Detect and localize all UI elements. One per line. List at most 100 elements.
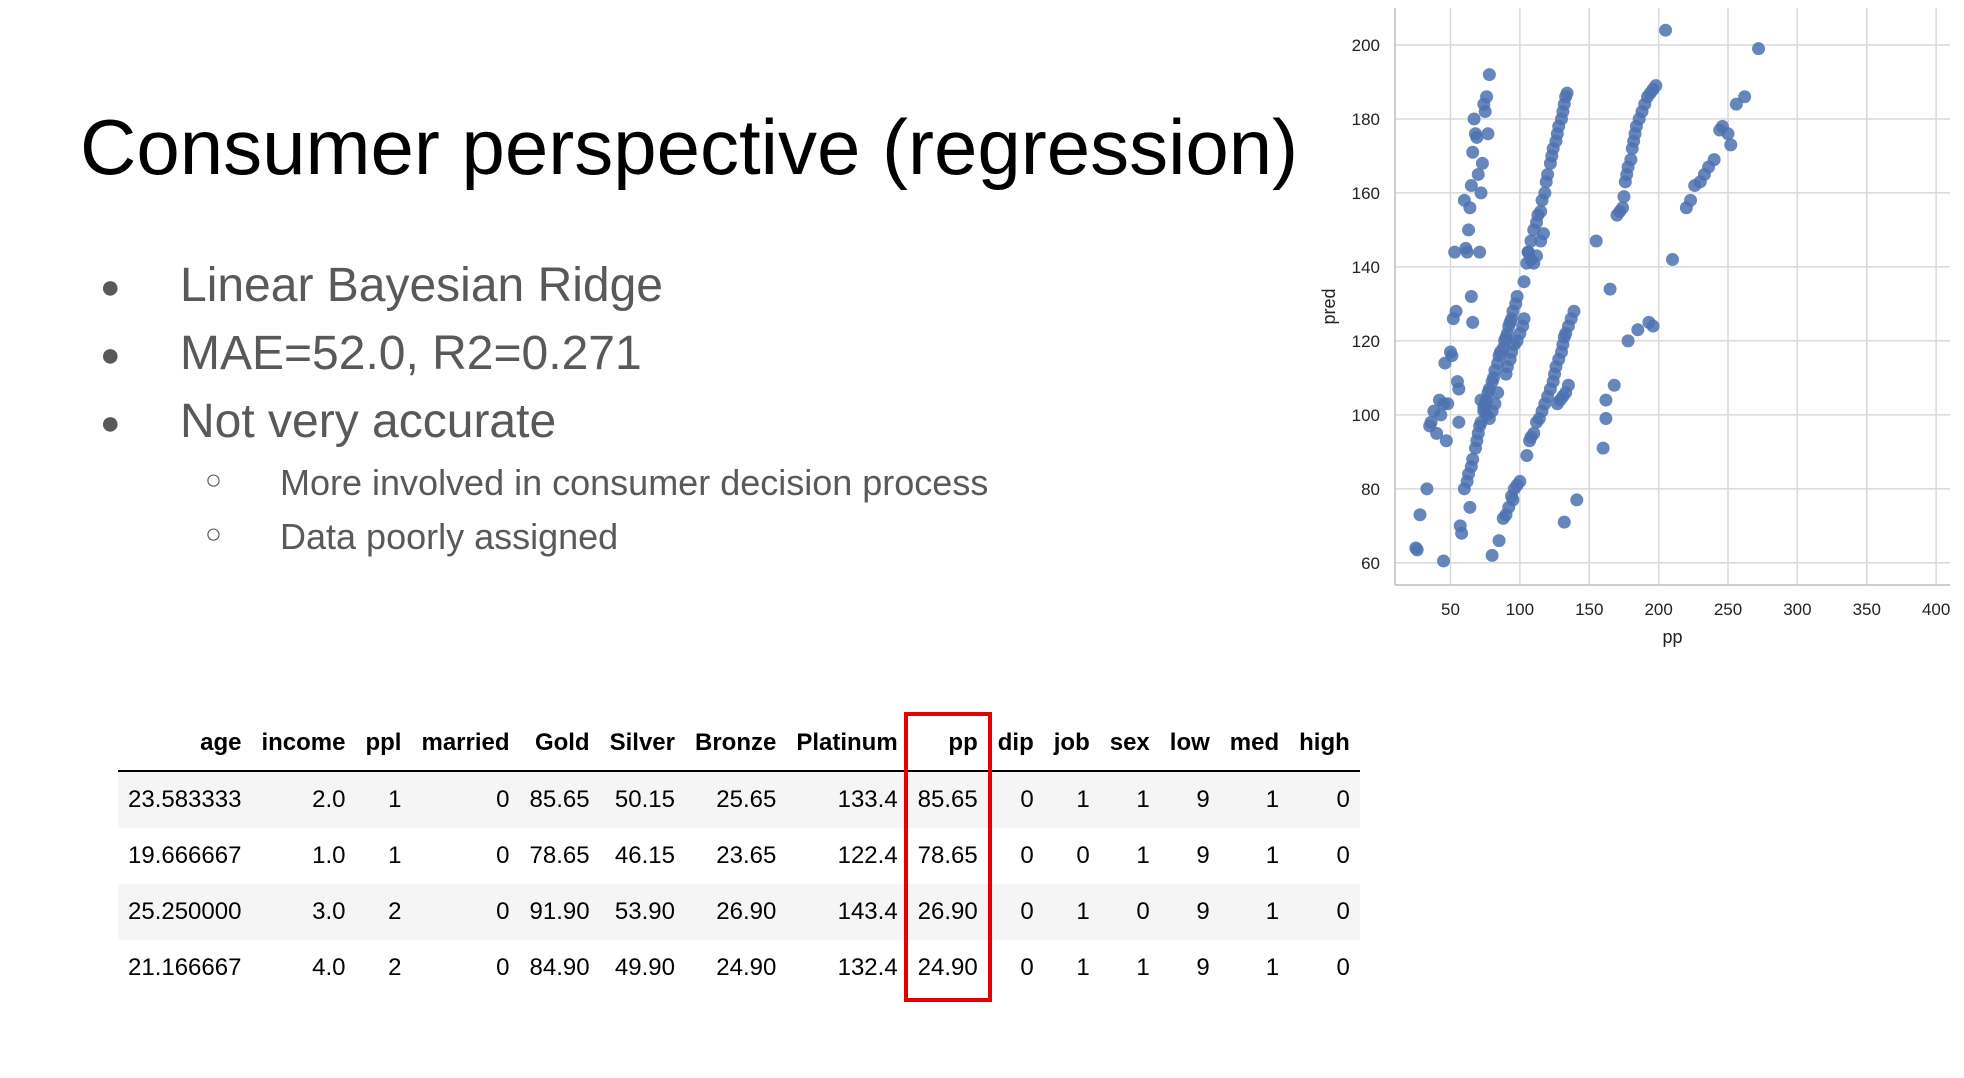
table-cell: 24.90: [917, 954, 978, 981]
data-point: [1473, 245, 1487, 259]
data-point: [1520, 449, 1534, 463]
table-cell: 2: [388, 954, 402, 981]
data-point: [1621, 334, 1635, 348]
table-cell: 0: [496, 954, 510, 981]
table-cell: 0: [1020, 786, 1034, 813]
table-cell: 0: [1136, 898, 1150, 925]
table-cell: 84.90: [529, 954, 590, 981]
y-axis-label: pred: [1319, 288, 1339, 324]
data-point: [1517, 312, 1531, 326]
sub-bullet-marker: ○: [205, 464, 222, 495]
table-cell: 1: [1265, 954, 1280, 981]
table-cell: 1: [1265, 842, 1280, 869]
data-point: [1492, 534, 1506, 548]
data-point: [1561, 378, 1575, 392]
column-header-income: income: [251, 716, 356, 772]
data-point: [1463, 500, 1477, 514]
column-header-sex: sex: [1099, 716, 1160, 772]
data-point: [1666, 253, 1679, 267]
table-cell: 1: [1136, 786, 1150, 813]
data-point: [1589, 234, 1603, 248]
table-cell: 26.90: [716, 898, 777, 925]
data-point: [1460, 245, 1474, 259]
table-cell: 0: [496, 898, 510, 925]
data-point: [1466, 315, 1480, 329]
table-cell: 143.4: [837, 898, 898, 925]
y-tick-label: 80: [1361, 480, 1380, 499]
sub-bullet-text: More involved in consumer decision proce…: [280, 462, 989, 503]
data-point: [1560, 86, 1574, 100]
table-cell: 122.4: [837, 842, 898, 869]
x-tick-label: 150: [1575, 600, 1603, 619]
data-point: [1603, 282, 1617, 296]
table-cell: 91.90: [529, 898, 590, 925]
table-cell: 0: [1336, 842, 1350, 869]
data-point: [1738, 90, 1752, 104]
table-cell: 19.666667: [128, 842, 242, 869]
y-tick-label: 140: [1352, 258, 1380, 277]
data-point: [1536, 227, 1550, 241]
data-point: [1534, 204, 1548, 218]
data-point: [1449, 304, 1463, 318]
data-point: [1464, 179, 1478, 193]
table-cell: 133.4: [837, 786, 898, 813]
data-point: [1599, 412, 1613, 426]
table-cell: 1: [1265, 786, 1280, 813]
data-point: [1471, 167, 1485, 181]
data-point: [1646, 319, 1660, 333]
table-cell: 9: [1196, 842, 1210, 869]
table-cell: 1: [1136, 954, 1150, 981]
sub-bullet-text: Data poorly assigned: [280, 516, 619, 557]
table-cell: 0: [1336, 898, 1350, 925]
data-point: [1478, 105, 1492, 119]
data-point: [1437, 554, 1451, 568]
column-header-married: married: [411, 716, 520, 772]
bullet-marker: ●: [100, 404, 121, 442]
data-point: [1707, 153, 1721, 167]
y-tick-label: 60: [1361, 554, 1380, 573]
x-tick-label: 350: [1853, 600, 1881, 619]
y-tick-label: 180: [1352, 110, 1380, 129]
x-tick-label: 50: [1441, 600, 1460, 619]
table-cell: 2: [388, 898, 402, 925]
bullet-marker: ●: [100, 336, 121, 374]
bullet-text: Linear Bayesian Ridge: [180, 259, 663, 312]
x-tick-label: 250: [1714, 600, 1742, 619]
column-header-dip: dip: [987, 716, 1044, 772]
table-cell: 1: [388, 842, 402, 869]
column-header-job: job: [1043, 716, 1100, 772]
x-tick-label: 400: [1922, 600, 1950, 619]
table-body: 23.583333 2.0 1 0 85.65 50.15 25.65 133.4 85.65 0…: [118, 771, 1360, 996]
table-cell: 0: [1076, 842, 1090, 869]
table-cell: 50.15: [614, 786, 675, 813]
x-tick-label: 300: [1783, 600, 1811, 619]
data-point: [1617, 190, 1631, 204]
data-point: [1475, 156, 1489, 170]
data-point: [1527, 426, 1541, 440]
table-cell: 4.0: [312, 954, 346, 981]
slide-title: Consumer perspective (regression): [80, 103, 1299, 191]
data-point: [1448, 245, 1462, 259]
data-point: [1462, 223, 1476, 237]
table-cell: 9: [1196, 786, 1210, 813]
data-point: [1455, 526, 1469, 540]
table-cell: 85.65: [917, 786, 978, 813]
data-point: [1510, 290, 1524, 303]
y-tick-label: 120: [1352, 332, 1380, 351]
data-point: [1538, 186, 1552, 200]
bullet-marker: ●: [100, 268, 121, 306]
column-header-silver: Silver: [599, 716, 685, 772]
data-point: [1616, 201, 1630, 215]
table-cell: 3.0: [312, 898, 346, 925]
column-header-bronze: Bronze: [684, 716, 787, 772]
data-point: [1424, 415, 1438, 429]
table-cell: 25.250000: [128, 898, 242, 925]
column-header-ppl: ppl: [355, 716, 412, 772]
sub-bullet-marker: ○: [205, 518, 222, 549]
data-point: [1463, 201, 1477, 215]
table-cell: 0: [1020, 898, 1034, 925]
table-row: 25.250000 3.0 2 0 91.90 53.90 26.90 143.4 26.90 0…: [118, 884, 1360, 940]
data-point: [1434, 408, 1448, 422]
data-point: [1631, 323, 1645, 337]
column-header-age: age: [118, 716, 252, 772]
